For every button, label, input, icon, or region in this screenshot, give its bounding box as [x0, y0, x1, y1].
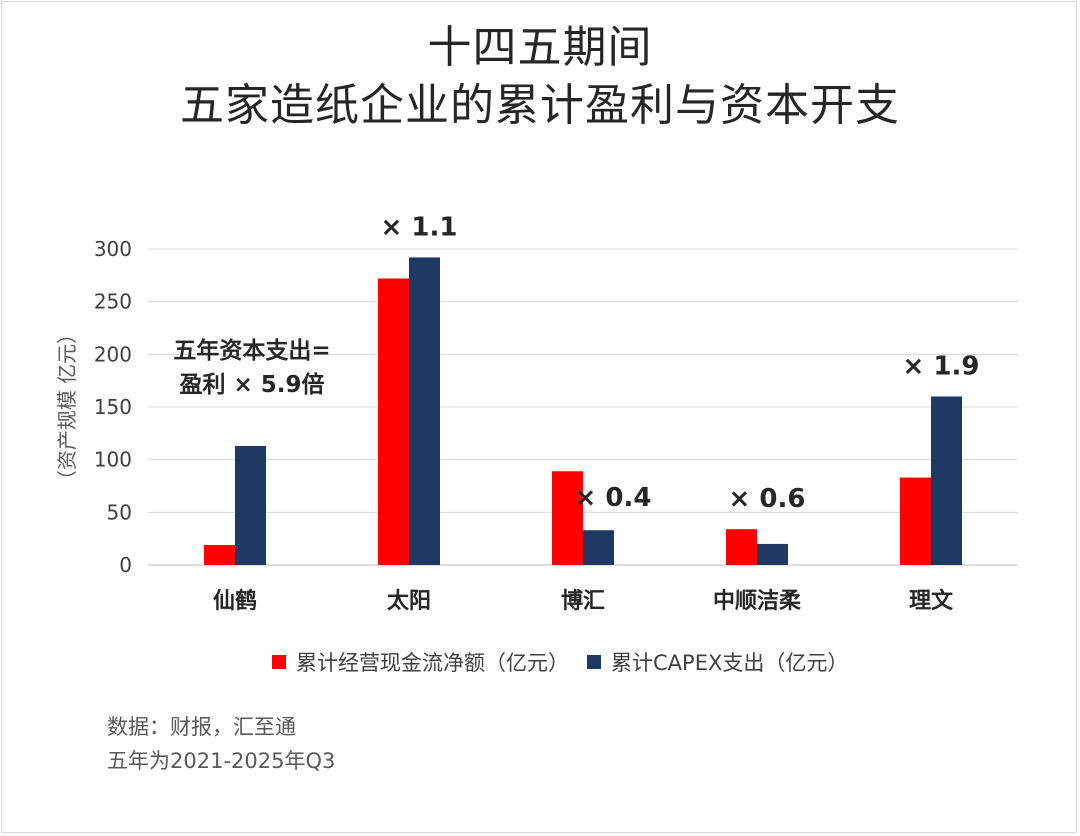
annotation-xianhe: 盈利 × 5.9倍 — [178, 371, 324, 398]
y-tick-label: 150 — [94, 395, 132, 419]
bar-profit — [726, 529, 757, 565]
bar-profit — [900, 477, 931, 565]
bar-capex — [235, 445, 266, 565]
source-note: 数据：财报，汇至通 — [107, 715, 296, 739]
ratio-label: × 0.4 — [575, 483, 652, 513]
x-tick-label: 中顺洁柔 — [713, 589, 802, 614]
y-tick-label: 250 — [94, 290, 132, 314]
legend: 累计经营现金流净额（亿元） 累计CAPEX支出（亿元） — [272, 648, 866, 676]
bar-chart: 0 50 100 150 200 250 300 （资产规模 亿元） 仙鹤 太阳 × 1.1 博汇 × … — [55, 212, 1018, 614]
bar-profit — [204, 544, 235, 565]
bar-profit — [378, 278, 409, 565]
x-tick-label: 太阳 — [387, 589, 431, 614]
ratio-label: × 1.1 — [381, 212, 458, 242]
legend-item-profit: 累计经营现金流净额（亿元） — [272, 647, 569, 677]
bar-profit — [552, 471, 583, 565]
bar-capex — [757, 543, 788, 565]
y-tick-label: 50 — [107, 500, 132, 524]
bar-capex — [583, 530, 614, 565]
ratio-label: × 1.9 — [903, 351, 980, 381]
y-tick-label: 200 — [94, 342, 132, 366]
bar-capex — [931, 396, 962, 565]
bar-capex — [409, 257, 440, 565]
x-tick-label: 博汇 — [561, 588, 605, 614]
y-axis-title: （资产规模 亿元） — [55, 324, 79, 490]
y-tick-label: 300 — [94, 237, 132, 261]
ratio-label: × 0.6 — [729, 484, 806, 514]
chart-title-line1: 十四五期间 — [427, 22, 653, 73]
chart-title-line2: 五家造纸企业的累计盈利与资本开支 — [180, 80, 900, 131]
legend-swatch-capex — [587, 655, 601, 669]
x-tick-label: 仙鹤 — [213, 588, 257, 614]
legend-item-capex: 累计CAPEX支出（亿元） — [587, 647, 848, 677]
legend-label-profit: 累计经营现金流净额（亿元） — [296, 651, 569, 675]
y-tick-label: 0 — [119, 553, 132, 577]
period-note: 五年为2021-2025年Q3 — [107, 749, 336, 773]
legend-swatch-profit — [272, 655, 286, 669]
y-tick-label: 100 — [94, 448, 132, 472]
legend-label-capex: 累计CAPEX支出（亿元） — [611, 651, 849, 675]
annotation-xianhe: 五年资本支出= — [173, 337, 330, 364]
x-tick-label: 理文 — [909, 588, 954, 614]
